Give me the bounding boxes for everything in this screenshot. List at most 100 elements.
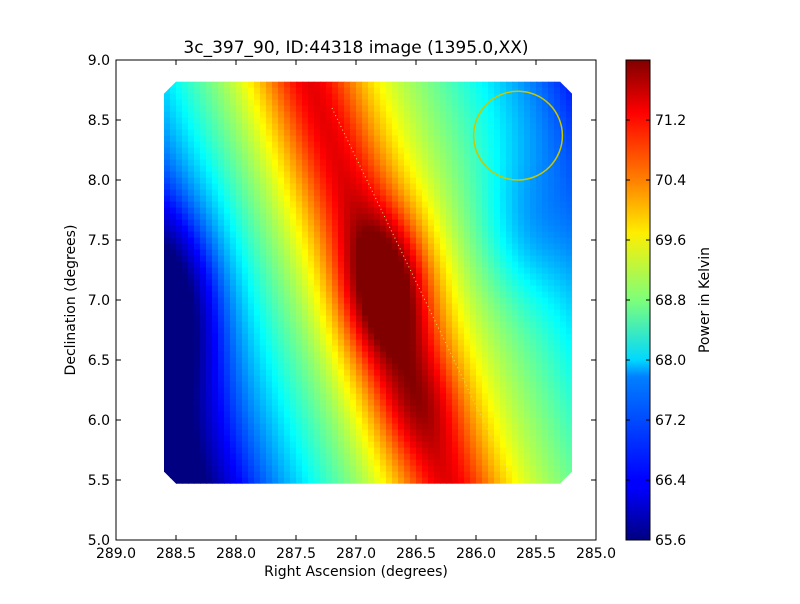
heatmap-cell [452,189,459,197]
heatmap-cell [386,297,393,305]
heatmap-cell [500,123,507,131]
heatmap-cell [344,231,351,239]
heatmap-cell [500,177,507,185]
heatmap-cell [440,111,447,119]
heatmap-cell [410,381,417,389]
heatmap-cell [224,147,231,155]
heatmap-cell [536,411,543,419]
heatmap-cell [506,441,513,449]
heatmap-cell [530,261,537,269]
heatmap-cell [278,159,285,167]
heatmap-cell [554,339,561,347]
heatmap-cell [518,195,525,203]
heatmap-cell [332,87,339,95]
heatmap-cell [500,453,507,461]
heatmap-cell [566,267,572,275]
heatmap-cell [536,441,543,449]
heatmap-cell [560,351,567,359]
heatmap-cell [230,267,237,275]
heatmap-cell [542,417,549,425]
heatmap-cell [338,291,345,299]
heatmap-cell [182,189,189,197]
heatmap-cell [356,399,363,407]
heatmap-cell [500,435,507,443]
heatmap-cell [200,165,207,173]
heatmap-cell [272,351,279,359]
heatmap-cell [434,117,441,125]
heatmap-cell [374,243,381,251]
x-tick-label: 285.5 [516,546,556,562]
heatmap-cell [344,291,351,299]
heatmap-cell [500,291,507,299]
heatmap-cell [212,189,219,197]
heatmap-cell [344,111,351,119]
heatmap-cell [440,459,447,467]
heatmap-cell [416,153,423,161]
heatmap-cell [566,93,572,101]
heatmap-cell [476,393,483,401]
heatmap-cell [188,477,195,484]
heatmap-cell [284,279,291,287]
heatmap-cell [170,207,177,215]
heatmap-cell [308,465,315,473]
heatmap-cell [446,399,453,407]
heatmap-cell [440,303,447,311]
heatmap-cell [446,273,453,281]
heatmap-cell [434,171,441,179]
heatmap-cell [518,375,525,383]
heatmap-cell [518,261,525,269]
heatmap-cell [290,279,297,287]
heatmap-cell [374,105,381,113]
heatmap-cell [512,201,519,209]
heatmap-cell [362,375,369,383]
heatmap-cell [320,441,327,449]
heatmap-cell [236,333,243,341]
heatmap-cell [560,297,567,305]
heatmap-cell [254,249,261,257]
heatmap-cell [278,261,285,269]
heatmap-cell [248,267,255,275]
heatmap-cell [518,99,525,107]
heatmap-cell [434,411,441,419]
heatmap-cell [242,267,249,275]
heatmap-cell [434,87,441,95]
heatmap-cell [476,441,483,449]
heatmap-cell [170,117,177,125]
heatmap-cell [248,453,255,461]
heatmap-cell [488,333,495,341]
heatmap-cell [230,381,237,389]
heatmap-cell [494,393,501,401]
heatmap-cell [248,135,255,143]
heatmap-cell [230,435,237,443]
heatmap-cell [428,327,435,335]
heatmap-cell [314,225,321,233]
heatmap-cell [482,231,489,239]
heatmap-cell [326,189,333,197]
heatmap-cell [350,327,357,335]
heatmap-cell [446,267,453,275]
heatmap-cell [380,105,387,113]
heatmap-cell [398,201,405,209]
heatmap-cell [560,465,567,473]
heatmap-cell [188,435,195,443]
heatmap-cell [188,255,195,263]
heatmap-cell [248,309,255,317]
heatmap-cell [566,345,572,353]
heatmap-cell [188,399,195,407]
heatmap-cell [548,345,555,353]
heatmap-cell [326,423,333,431]
heatmap-cell [548,153,555,161]
heatmap-cell [428,165,435,173]
heatmap-cell [374,99,381,107]
heatmap-cell [182,231,189,239]
heatmap-cell [440,315,447,323]
heatmap-cell [446,117,453,125]
heatmap-cell [350,237,357,245]
heatmap-cell [164,279,171,287]
heatmap-cell [290,447,297,455]
heatmap-cell [554,87,561,95]
heatmap-cell [194,399,201,407]
heatmap-cell [218,345,225,353]
heatmap-cell [338,207,345,215]
heatmap-cell [446,201,453,209]
